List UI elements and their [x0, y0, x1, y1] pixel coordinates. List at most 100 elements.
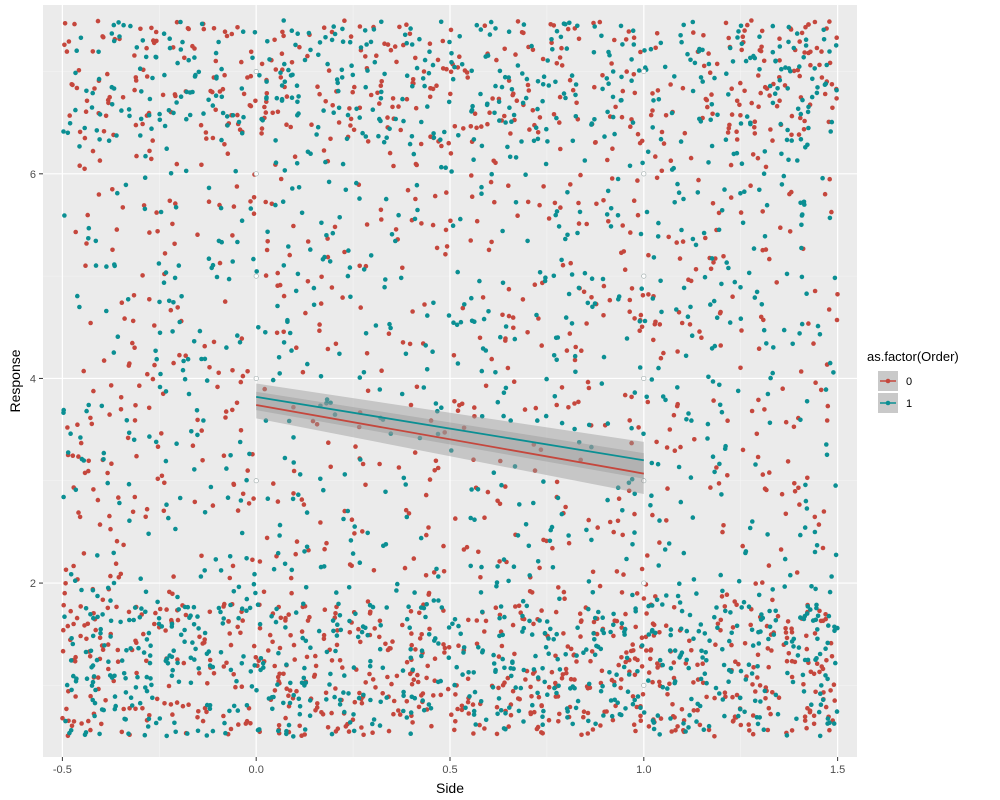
data-point-series-1 [335, 80, 341, 86]
data-point-series-1 [608, 224, 614, 229]
data-point-series-1 [297, 704, 303, 709]
data-point-series-0 [264, 91, 270, 96]
data-point-series-0 [227, 575, 233, 581]
data-point-series-1 [297, 472, 303, 477]
data-point-series-0 [834, 317, 840, 323]
data-point-series-1 [287, 330, 293, 336]
data-point-series-0 [318, 520, 323, 525]
data-point-series-0 [144, 45, 149, 51]
data-point-series-0 [667, 681, 672, 687]
data-point-series-0 [452, 124, 458, 129]
data-point-series-1 [111, 22, 117, 28]
data-point-series-0 [708, 485, 713, 490]
data-point-series-0 [683, 661, 689, 666]
data-point-series-0 [759, 28, 765, 34]
data-point-series-1 [724, 71, 729, 76]
data-point-series-0 [537, 565, 542, 571]
data-point-series-1 [535, 136, 541, 142]
data-point-series-0 [831, 682, 837, 687]
data-point-series-1 [575, 698, 581, 704]
data-point-series-0 [171, 360, 176, 366]
data-point-series-1 [126, 107, 132, 112]
data-point-series-0 [235, 112, 240, 118]
data-point-series-1 [658, 40, 664, 46]
data-point-series-0 [263, 199, 269, 205]
data-point-series-1 [687, 712, 692, 718]
data-point-series-0 [280, 29, 285, 35]
data-point-series-1 [139, 606, 144, 611]
data-point-series-1 [556, 683, 561, 689]
data-point-series-0 [801, 127, 807, 132]
data-point-series-0 [801, 682, 806, 687]
data-point-series-0 [267, 632, 273, 638]
data-point-series-1 [436, 598, 441, 603]
data-point-series-0 [446, 645, 452, 650]
data-point-series-1 [772, 91, 778, 96]
data-point-series-0 [639, 566, 645, 572]
data-point-series-0 [105, 470, 110, 476]
data-point-series-0 [469, 194, 475, 199]
data-point-series-0 [121, 706, 126, 712]
data-point-series-1 [479, 414, 485, 419]
data-point-series-0 [61, 627, 66, 633]
data-point-series-0 [277, 645, 283, 651]
data-point-series-0 [756, 104, 761, 109]
data-point-series-0 [677, 256, 683, 261]
data-point-series-0 [720, 529, 725, 535]
data-point-series-1 [501, 390, 507, 396]
data-point-series-1 [524, 603, 530, 609]
data-point-series-0 [578, 457, 583, 463]
data-point-series-1 [282, 561, 288, 567]
data-point-series-1 [479, 564, 484, 570]
data-point-series-1 [69, 636, 74, 641]
data-point-series-1 [126, 731, 131, 736]
data-point-series-0 [409, 642, 415, 648]
data-point-series-1 [324, 233, 329, 238]
data-point-series-0 [679, 320, 685, 326]
data-point-series-1 [323, 35, 328, 40]
data-point-series-1 [697, 46, 702, 52]
data-point-series-1 [467, 694, 472, 699]
data-point-series-0 [621, 572, 626, 577]
data-point-series-1 [585, 300, 591, 306]
data-point-series-0 [574, 100, 579, 106]
data-point-series-1 [738, 23, 744, 29]
data-point-series-0 [764, 86, 770, 91]
data-point-series-1 [454, 664, 460, 670]
data-point-series-1 [105, 585, 111, 591]
data-point-series-1 [138, 576, 143, 581]
data-point-series-1 [678, 626, 684, 632]
data-point-series-1 [577, 209, 583, 215]
data-point-series-0 [644, 611, 649, 616]
data-point-series-0 [759, 44, 764, 50]
data-point-series-0 [632, 90, 638, 96]
data-point-series-1 [111, 86, 117, 91]
data-point-series-1 [515, 63, 521, 68]
data-point-series-0 [777, 98, 782, 103]
y-tick-label: 2 [30, 578, 36, 590]
data-point-series-0 [163, 628, 168, 633]
data-point-series-1 [513, 200, 519, 205]
data-point-series-1 [214, 274, 220, 280]
data-point-series-1 [493, 669, 498, 674]
data-point-series-1 [295, 271, 301, 277]
data-point-series-1 [687, 612, 693, 618]
data-point-series-0 [638, 718, 644, 723]
data-point-series-0 [317, 322, 322, 327]
data-point-series-1 [563, 315, 569, 320]
data-point-series-1 [138, 133, 143, 138]
data-point-series-1 [314, 132, 319, 137]
data-point-series-0 [86, 458, 91, 464]
data-point-series-1 [660, 394, 666, 399]
data-point-series-1 [625, 689, 631, 694]
data-point-series-0 [162, 251, 168, 256]
data-point-series-0 [221, 664, 227, 669]
data-point-series-0 [251, 496, 256, 501]
data-point-series-1 [615, 176, 621, 182]
data-point-series-0 [510, 92, 515, 98]
data-point-series-1 [756, 641, 762, 646]
data-point-series-0 [398, 127, 404, 133]
data-point-series-1 [127, 617, 132, 623]
data-point-series-0 [561, 631, 566, 636]
data-point-series-1 [805, 142, 810, 148]
